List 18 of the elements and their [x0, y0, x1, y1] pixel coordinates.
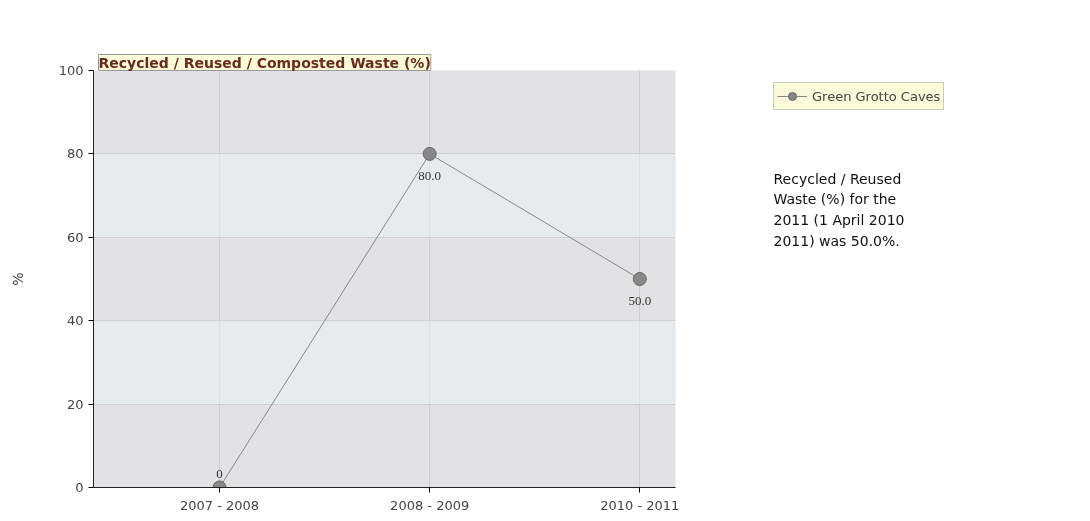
y-tick-label: 40	[66, 313, 84, 329]
point	[632, 272, 647, 286]
y-axis-title: %	[9, 272, 26, 286]
point	[422, 146, 437, 161]
data-label: 0	[216, 465, 223, 481]
y-tick-label: 60	[66, 229, 84, 245]
y-tick-label: 100	[58, 63, 84, 78]
data-label: 80.0	[418, 167, 442, 183]
legend-label: Green Grotto Caves	[812, 88, 941, 104]
chart-title: Recycled / Reused / Composted Waste (%)	[98, 54, 431, 71]
y-tick-label: 0	[75, 480, 84, 495]
data-label: 50.0	[628, 293, 652, 308]
y-tick-label: 80	[66, 146, 84, 162]
x-tick-label: 2007 - 2008	[180, 497, 260, 513]
x-tick-label: 2010 - 2011	[600, 497, 680, 513]
y-tick-label: 20	[66, 396, 84, 412]
text: Recycled / Reused Waste (%) for the 2011 (1 April 2010 2011) was 50.0%.	[773, 170, 905, 249]
x-tick-label: 2008 - 2009	[390, 497, 470, 513]
